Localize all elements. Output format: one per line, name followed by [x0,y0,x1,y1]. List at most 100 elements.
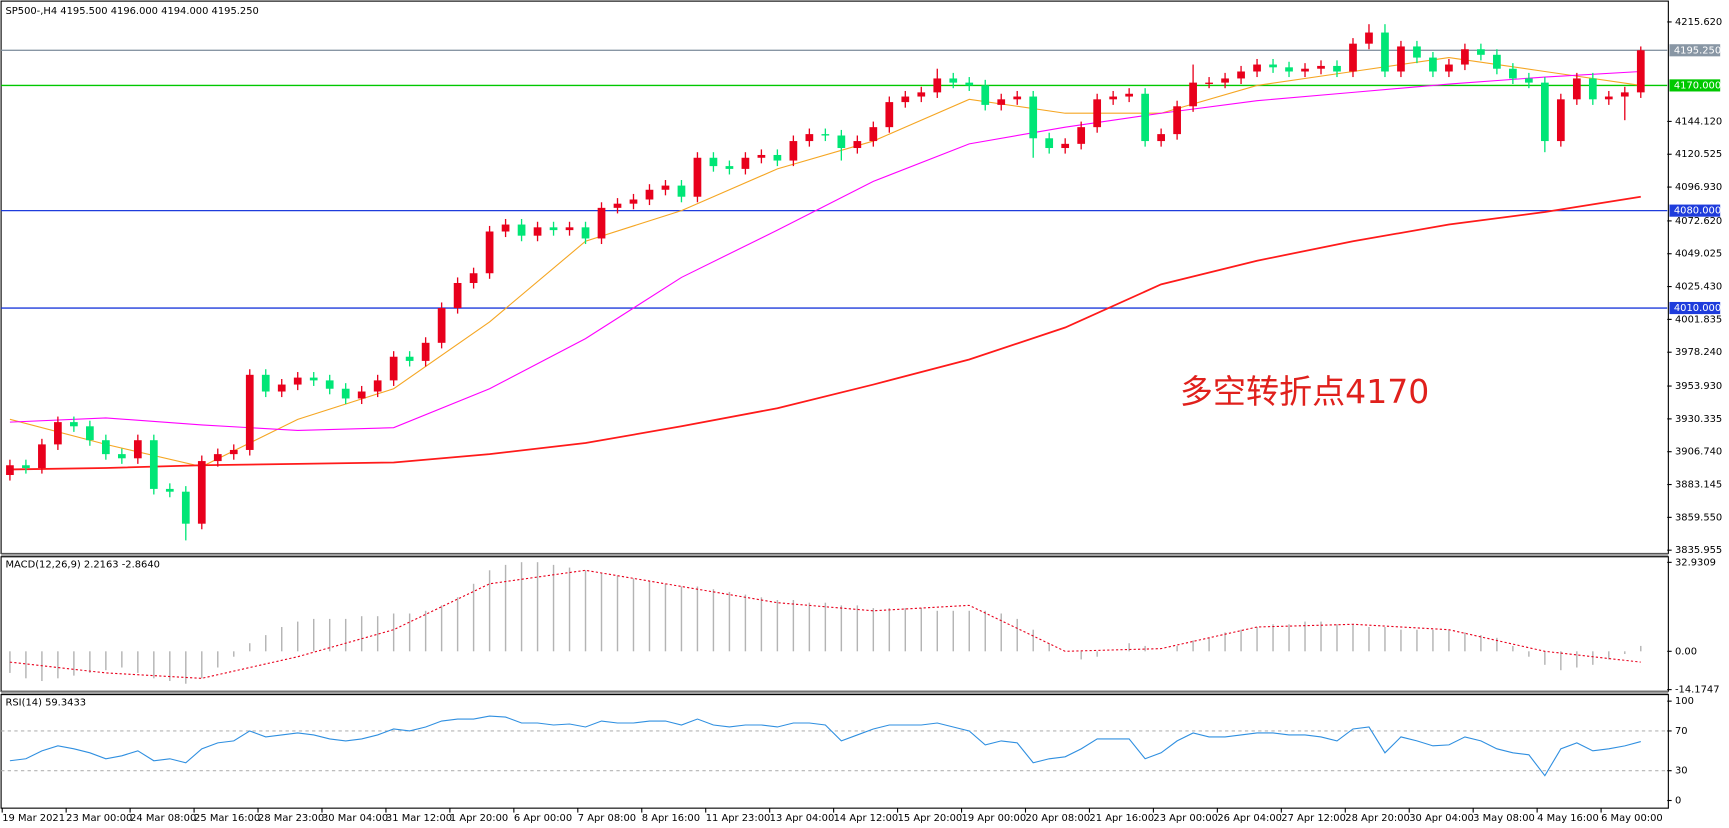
candle-body [1429,57,1437,72]
candle-body [1237,71,1245,79]
candle-body [1445,64,1453,72]
candle-body [565,227,574,231]
moving-average [9,195,1641,471]
y-tick-label: -14.1747 [1675,685,1720,696]
candle-body [1381,32,1389,72]
x-tick-label: 11 Apr 23:00 [706,813,771,824]
moving-average [9,57,1641,468]
candle-body [1604,96,1613,100]
candle-body [165,488,174,492]
candle-body [309,377,318,381]
candle-body [22,465,30,469]
candle-body [917,92,926,97]
candle-body [709,157,718,167]
x-tick-label: 24 Mar 08:00 [130,813,196,824]
y-tick-label: 4001.835 [1675,314,1722,325]
candle-body [1588,78,1597,100]
candle-body [357,391,366,399]
x-tick-label: 30 Apr 04:00 [1409,813,1474,824]
x-tick-label: 7 Apr 08:00 [578,813,636,824]
candle-body [197,461,206,524]
candle-body [677,185,686,197]
candle-body [965,82,974,86]
x-tick-label: 28 Mar 23:00 [258,813,324,824]
candle-body [805,134,814,142]
candle-body [1029,96,1038,139]
candle-body [1493,54,1501,69]
candle-body [245,374,254,450]
x-tick-label: 19 Mar 2021 [2,813,65,824]
candle-body [213,454,222,462]
y-tick-label: 4144.120 [1675,116,1722,127]
candle-body [1285,67,1293,72]
level-label-box [1669,204,1721,217]
candle-body [949,78,958,83]
candle-body [1556,99,1565,142]
candle-body [389,356,398,381]
candle-body [741,157,750,169]
price-pane [0,0,1669,555]
x-tick-label: 15 Apr 20:00 [898,813,963,824]
x-tick-label: 30 Mar 04:00 [322,813,388,824]
level-label-box [1669,44,1721,57]
pane-separator [1,553,1669,557]
macd-title: MACD(12,26,9) 2.2163 -2.8640 [6,559,160,570]
level-label: 4170.000 [1674,80,1721,91]
y-tick-label: 3978.240 [1675,347,1722,358]
level-label: 4080.000 [1674,206,1721,217]
candle-body [1077,127,1086,144]
candle-body [1509,68,1517,79]
y-tick-label: 3883.145 [1675,480,1722,491]
x-tick-label: 23 Mar 00:00 [66,813,132,824]
candle-body [1572,78,1581,100]
candle-body [1013,96,1022,100]
y-tick-label: 3835.955 [1675,545,1722,556]
candle-body [453,282,462,309]
candle-body [533,227,542,236]
moving-average [9,70,1641,432]
y-tick-label: 30 [1675,766,1688,777]
x-tick-label: 3 May 08:00 [1473,813,1535,824]
candle-body [725,166,734,169]
y-tick-label: 0 [1675,796,1681,807]
candle-body [1636,50,1645,93]
candle-body [693,157,702,197]
price-title: SP500-,H4 4195.500 4196.000 4194.000 419… [6,6,259,17]
candle-body [1525,78,1533,83]
level-label: 4010.000 [1674,303,1721,314]
candle-body [469,273,478,283]
candle-body [789,141,798,161]
x-tick-label: 21 Apr 16:00 [1089,813,1154,824]
candle-body [629,199,638,204]
candle-body [1205,82,1213,84]
candle-body [293,377,302,385]
x-tick-label: 23 Apr 00:00 [1153,813,1218,824]
x-tick-label: 19 Apr 00:00 [962,813,1027,824]
candle-body [1045,138,1054,149]
candle-body [437,308,446,343]
candle-body [869,127,878,142]
y-tick-label: 100 [1675,696,1694,707]
y-tick-label: 32.9309 [1675,557,1716,568]
x-tick-label: 13 Apr 04:00 [770,813,835,824]
y-tick-label: 3953.930 [1675,381,1722,392]
candle-body [101,440,110,455]
x-tick-label: 20 Apr 08:00 [1025,813,1090,824]
candle-body [54,422,62,445]
y-tick-label: 3906.740 [1675,447,1722,458]
y-tick-label: 0.00 [1675,646,1697,657]
candle-body [405,356,414,361]
candle-body [133,440,142,459]
y-tick-label: 3859.550 [1675,512,1722,523]
candle-body [1093,99,1102,128]
candle-body [149,440,158,489]
candle-body [1157,134,1165,142]
x-tick-label: 27 Apr 12:00 [1281,813,1346,824]
rsi-pane [0,694,1669,809]
candle-body [661,185,670,190]
candle-body [597,207,606,239]
candle-body [1365,32,1373,44]
candle-body [645,189,654,200]
candle-body [501,224,510,232]
